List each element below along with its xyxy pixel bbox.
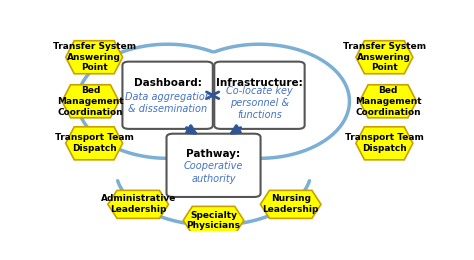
Polygon shape xyxy=(260,190,321,218)
Text: Co-locate key
personnel &
functions: Co-locate key personnel & functions xyxy=(226,86,293,120)
Polygon shape xyxy=(356,127,413,160)
FancyBboxPatch shape xyxy=(166,134,261,197)
Polygon shape xyxy=(108,190,169,218)
Text: Specialty
Physicians: Specialty Physicians xyxy=(187,211,240,230)
Text: Bed
Management
Coordination: Bed Management Coordination xyxy=(355,86,421,116)
Polygon shape xyxy=(356,41,413,74)
Text: Administrative
Leadership: Administrative Leadership xyxy=(100,194,176,214)
Text: Transport Team
Dispatch: Transport Team Dispatch xyxy=(345,133,424,153)
Text: Transfer System
Answering
Point: Transfer System Answering Point xyxy=(343,42,426,73)
Polygon shape xyxy=(62,85,119,118)
Text: Dashboard:: Dashboard: xyxy=(134,78,201,88)
Text: Infrastructure:: Infrastructure: xyxy=(216,78,303,88)
Text: Transfer System
Answering
Point: Transfer System Answering Point xyxy=(53,42,136,73)
Polygon shape xyxy=(360,85,417,118)
Text: Data aggregation
& dissemination: Data aggregation & dissemination xyxy=(125,92,210,114)
Text: Bed
Management
Coordination: Bed Management Coordination xyxy=(57,86,124,116)
Polygon shape xyxy=(66,41,123,74)
FancyBboxPatch shape xyxy=(214,62,305,129)
Text: Cooperative
authority: Cooperative authority xyxy=(184,161,243,184)
Text: Transport Team
Dispatch: Transport Team Dispatch xyxy=(55,133,134,153)
Polygon shape xyxy=(66,127,123,160)
Polygon shape xyxy=(183,206,244,235)
Text: Pathway:: Pathway: xyxy=(186,149,241,159)
FancyBboxPatch shape xyxy=(122,62,213,129)
Text: Nursing
Leadership: Nursing Leadership xyxy=(263,194,319,214)
